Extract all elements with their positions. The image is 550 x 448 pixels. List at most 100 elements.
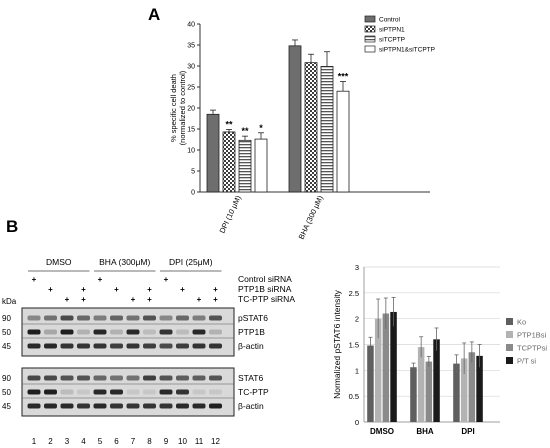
sirna-mark: + <box>48 285 53 294</box>
bar <box>367 345 374 422</box>
blot-band <box>110 389 123 395</box>
blot-band <box>77 375 90 381</box>
category-label: DPI (10 μM) <box>218 194 244 235</box>
blot-band <box>176 343 189 349</box>
blot-band <box>126 315 140 321</box>
sirna-mark: + <box>180 285 185 294</box>
blot-band <box>60 389 74 395</box>
protein-label: β-actin <box>238 341 264 351</box>
blot-band <box>77 315 90 321</box>
sirna-mark: + <box>32 275 37 284</box>
blot-band <box>77 403 90 409</box>
y-tick-label: 20 <box>187 106 195 113</box>
blot-band <box>192 389 206 395</box>
blot-band <box>77 343 90 349</box>
blot-band <box>110 343 123 349</box>
y-tick-label: 40 <box>187 22 195 29</box>
bar <box>320 66 334 193</box>
bar <box>417 347 425 422</box>
bar <box>433 339 440 422</box>
blot-band <box>44 343 57 349</box>
blot-band <box>176 315 189 321</box>
bar <box>374 318 382 422</box>
lane-number: 7 <box>131 437 136 446</box>
bar <box>425 361 433 422</box>
sirna-mark: + <box>213 285 218 294</box>
bar <box>238 139 252 193</box>
blot-band <box>159 389 173 395</box>
blot-band <box>126 375 140 381</box>
legend-label: siPTPN1&siTCPTP <box>379 47 435 54</box>
legend-swatch <box>506 331 513 338</box>
category-label: BHA (300 μM) <box>297 194 325 241</box>
blot-band <box>209 315 222 321</box>
legend-label: PTP1Bsi <box>517 331 547 340</box>
lane-number: 3 <box>65 437 70 446</box>
blot-band <box>44 389 57 395</box>
kda-marker: 50 <box>2 328 11 337</box>
blot-band <box>126 403 140 409</box>
bar <box>476 355 483 422</box>
y-tick-label: 1 <box>355 366 359 375</box>
blot-band <box>93 403 107 409</box>
bar <box>304 62 318 193</box>
treatment-label: DPI (25μM) <box>169 257 213 267</box>
y-tick-label: 0 <box>355 418 359 427</box>
blot-band <box>143 403 156 409</box>
western-blot: DMSO BHA (300μM) DPI (25μM)+ + + Control siRN… <box>2 257 295 446</box>
blot-band <box>209 403 222 409</box>
lane-number: 4 <box>81 437 86 446</box>
lane-number: 6 <box>114 437 119 446</box>
blot-band <box>110 329 123 335</box>
y-tick-label: 2.5 <box>349 289 359 298</box>
blot-band <box>192 329 206 335</box>
blot-band <box>44 375 57 381</box>
y-tick-label: 35 <box>187 43 195 50</box>
y-axis-label: % specific cell death(normalized to cont… <box>169 70 187 145</box>
sirna-mark: + <box>164 275 169 284</box>
lane-number: 5 <box>98 437 103 446</box>
blot-band <box>209 389 222 395</box>
panel-b-label: B <box>6 217 18 236</box>
bar <box>222 131 236 193</box>
blot-band <box>93 389 107 395</box>
blot-band <box>192 315 206 321</box>
bar <box>288 45 302 193</box>
legend-label: Ko <box>517 318 526 327</box>
blot-band <box>110 315 123 321</box>
blot-band <box>209 329 222 335</box>
y-tick-label: 25 <box>187 85 195 92</box>
blot-band <box>60 403 74 409</box>
blot-band <box>143 329 156 335</box>
kda-marker: 90 <box>2 374 11 383</box>
sirna-label: TC-PTP siRNA <box>238 294 295 304</box>
sirna-mark: + <box>213 295 218 304</box>
protein-label: PTP1B <box>238 327 265 337</box>
bar <box>460 358 468 422</box>
sirna-label: Control siRNA <box>238 274 292 284</box>
significance-label: * <box>259 123 263 133</box>
sirna-mark: + <box>81 295 86 304</box>
sirna-mark: + <box>65 295 70 304</box>
blot-band <box>110 403 123 409</box>
y-tick-label: 0.5 <box>349 392 359 401</box>
legend-swatch <box>506 357 513 364</box>
blot-band <box>143 375 156 381</box>
y-tick-label: 2 <box>355 315 359 324</box>
blot-band <box>126 343 140 349</box>
sirna-label: PTP1B siRNA <box>238 284 292 294</box>
blot-band <box>126 329 140 335</box>
cell-death-bar-chart: 0 5 10 15 20 25 30 35 40 % specific cell death(no… <box>169 15 435 241</box>
blot-band <box>192 343 206 349</box>
blot-band <box>93 343 107 349</box>
category-label: BHA <box>416 427 434 436</box>
category-label: DMSO <box>370 427 394 436</box>
sirna-mark: + <box>147 285 152 294</box>
sirna-mark: + <box>114 285 119 294</box>
legend-swatch <box>506 344 513 351</box>
bar <box>453 363 460 422</box>
blot-band <box>159 343 173 349</box>
blot-band <box>176 389 189 395</box>
y-tick-label: 0 <box>191 190 195 197</box>
lane-number: 2 <box>48 437 53 446</box>
